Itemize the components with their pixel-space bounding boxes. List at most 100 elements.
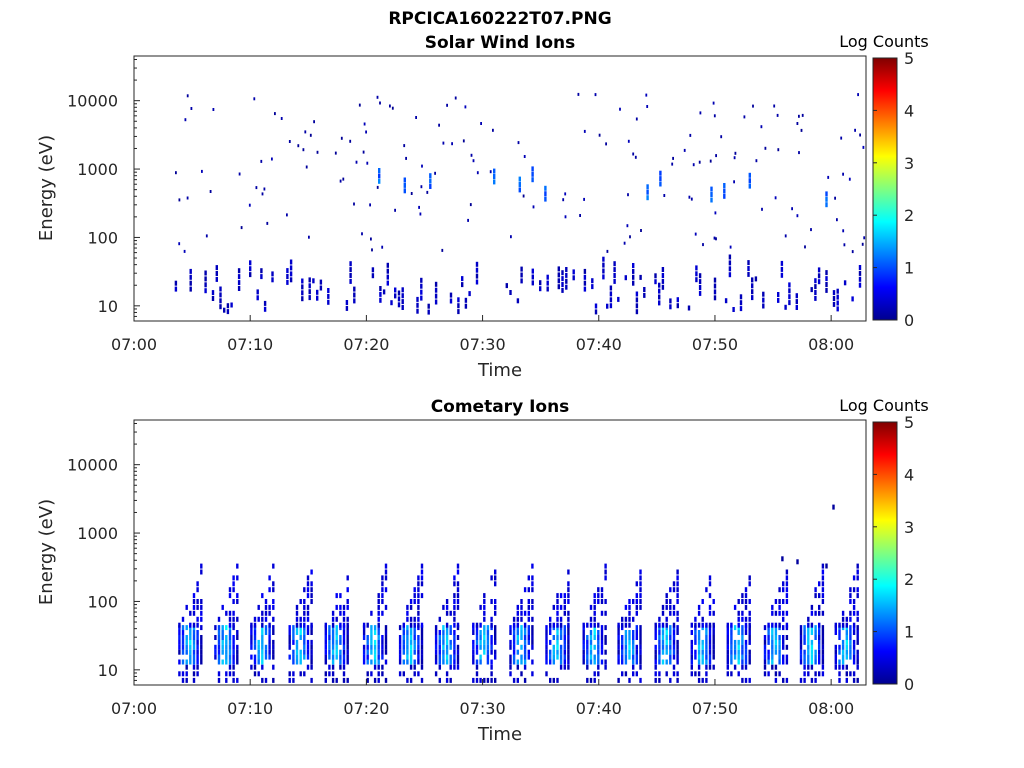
spectrogram-pixel <box>236 644 239 650</box>
spectrogram-pixel <box>632 644 635 650</box>
spectrogram-pixel <box>379 291 382 297</box>
spectrogram-pixel <box>479 677 482 683</box>
spectrogram-pixel <box>306 593 310 599</box>
spectrogram-pixel <box>335 616 338 622</box>
spectrogram-pixel <box>661 622 665 628</box>
spectrogram-pixel <box>261 639 264 645</box>
spectrogram-pixel <box>818 635 821 640</box>
spectrogram-pixel <box>346 677 349 683</box>
spectrogram-pixel <box>621 639 624 645</box>
spectrogram-pixel <box>556 644 559 650</box>
spectrogram-pixel <box>708 575 712 581</box>
spectrogram-pixel <box>339 593 342 599</box>
spectrogram-pixel <box>324 622 327 628</box>
spectrogram-pixel <box>523 155 526 158</box>
spectrogram-pixel <box>268 575 271 581</box>
spectrogram-pixel <box>379 101 381 105</box>
spectrogram-pixel <box>384 630 388 635</box>
spectrogram-pixel <box>185 649 188 655</box>
spectrogram-pixel <box>402 639 405 645</box>
spectrogram-pixel <box>417 622 420 628</box>
spectrogram-pixel <box>624 659 628 665</box>
spectrogram-pixel <box>712 654 715 660</box>
spectrogram-pixel <box>845 671 848 677</box>
spectrogram-pixel <box>804 245 806 249</box>
spectrogram-pixel <box>744 593 748 599</box>
spectrogram-pixel <box>248 203 251 207</box>
spectrogram-pixel <box>306 581 310 587</box>
spectrogram-pixel <box>589 622 593 628</box>
spectrogram-pixel <box>741 599 744 604</box>
spectrogram-pixel <box>676 593 679 599</box>
spectrogram-pixel <box>185 635 188 640</box>
spectrogram-pixel <box>774 639 778 645</box>
spectrogram-pixel <box>453 599 456 604</box>
spectrogram-pixel <box>200 625 203 631</box>
spectrogram-pixel <box>406 616 409 622</box>
spectrogram-pixel <box>562 198 565 202</box>
spectrogram-pixel <box>331 630 335 635</box>
spectrogram-pixel <box>552 677 555 683</box>
spectrogram-pixel <box>523 654 527 660</box>
spectrogram-pixel <box>698 160 701 164</box>
x-tick-label: 07:30 <box>460 335 506 354</box>
spectrogram-pixel <box>472 639 475 645</box>
spectrogram-pixel <box>324 635 327 640</box>
spectrogram-pixel <box>453 644 456 650</box>
spectrogram-pixel <box>737 659 740 665</box>
spectrogram-pixel <box>821 649 825 655</box>
spectrogram-pixel <box>741 593 744 599</box>
spectrogram-pixel <box>272 654 275 660</box>
spectrogram-pixel <box>268 610 271 616</box>
spectrogram-pixel <box>456 649 460 655</box>
spectrogram-pixel <box>373 664 377 670</box>
spectrogram-pixel <box>617 622 620 628</box>
spectrogram-pixel <box>852 644 856 650</box>
spectrogram-pixel <box>669 654 672 660</box>
spectrogram-pixel <box>196 671 199 677</box>
spectrogram-pixel <box>810 664 814 670</box>
spectrogram-pixel <box>683 148 686 152</box>
spectrogram-pixel <box>624 622 628 628</box>
spectrogram-pixel <box>632 268 635 274</box>
spectrogram-pixel <box>413 622 416 628</box>
spectrogram-pixel <box>694 622 697 628</box>
spectrogram-pixel <box>469 203 472 207</box>
spectrogram-pixel <box>531 581 534 587</box>
spectrogram-pixel <box>221 644 224 650</box>
spectrogram-pixel <box>316 289 319 295</box>
spectrogram-pixel <box>720 135 723 139</box>
spectrogram-pixel <box>730 630 733 635</box>
spectrogram-pixel <box>849 639 852 645</box>
spectrogram-pixel <box>785 610 789 616</box>
spectrogram-pixel <box>272 639 275 645</box>
spectrogram-pixel <box>476 171 479 175</box>
spectrogram-pixel <box>527 616 530 622</box>
spectrogram-pixel <box>708 635 712 640</box>
spectrogram-pixel <box>381 639 384 645</box>
spectrogram-pixel <box>671 162 674 166</box>
spectrogram-pixel <box>299 616 302 622</box>
spectrogram-pixel <box>217 659 221 665</box>
spectrogram-pixel <box>516 639 519 645</box>
spectrogram-pixel <box>531 563 534 569</box>
spectrogram-pixel <box>628 630 631 635</box>
spectrogram-pixel <box>712 610 715 616</box>
spectrogram-pixel <box>556 599 559 604</box>
spectrogram-pixel <box>391 106 394 110</box>
spectrogram-pixel <box>295 639 299 645</box>
spectrogram-pixel <box>715 237 717 241</box>
spectrogram-pixel <box>621 644 624 650</box>
spectrogram-pixel <box>253 97 256 101</box>
spectrogram-pixel <box>785 622 789 628</box>
spectrogram-pixel <box>640 229 642 232</box>
spectrogram-pixel <box>394 293 397 299</box>
spectrogram-pixel <box>409 630 413 635</box>
spectrogram-pixel <box>856 569 859 575</box>
spectrogram-pixel <box>821 593 825 599</box>
spectrogram-pixel <box>204 270 207 276</box>
spectrogram-pixel <box>748 616 751 622</box>
spectrogram-pixel <box>479 630 482 635</box>
spectrogram-pixel <box>744 622 748 628</box>
spectrogram-pixel <box>825 270 828 276</box>
